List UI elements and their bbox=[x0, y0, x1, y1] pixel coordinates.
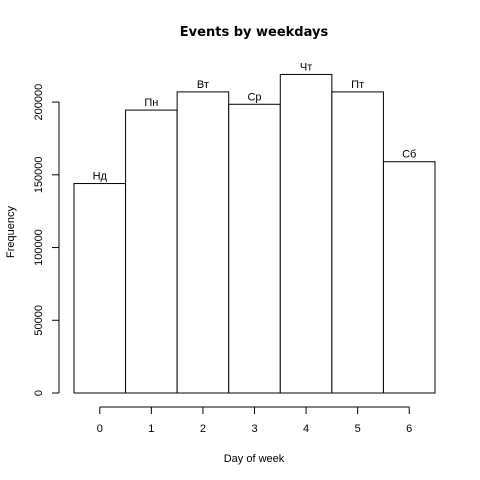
y-tick-label-100000: 100000 bbox=[33, 229, 45, 266]
chart-title: Events by weekdays bbox=[180, 25, 329, 40]
x-axis: 0 1 2 3 4 5 6 bbox=[97, 406, 412, 435]
bar-label-5: Пт bbox=[351, 79, 364, 91]
bar-label-6: Сб bbox=[402, 149, 416, 161]
x-tick-label-1: 1 bbox=[148, 423, 154, 435]
x-tick-label-5: 5 bbox=[355, 423, 361, 435]
x-axis-label: Day of week bbox=[224, 453, 285, 465]
bar-3 bbox=[228, 103, 281, 394]
bars-group bbox=[73, 73, 436, 394]
bar-label-4: Чт bbox=[300, 61, 312, 73]
bar-2 bbox=[176, 91, 230, 394]
bar-label-3: Ср bbox=[247, 91, 261, 103]
x-tick-label-0: 0 bbox=[97, 423, 103, 435]
x-tick-label-4: 4 bbox=[303, 423, 309, 435]
y-tick-label-50000: 50000 bbox=[33, 305, 45, 336]
bar-1 bbox=[125, 109, 178, 394]
bar-label-0: Нд bbox=[93, 171, 108, 183]
bar-label-2: Вт bbox=[197, 79, 209, 91]
x-tick-label-3: 3 bbox=[251, 423, 257, 435]
bar-labels-group: Нд Пн Вт Ср Чт Пт Сб bbox=[93, 61, 417, 182]
y-axis-label: Frequency bbox=[5, 206, 17, 258]
x-tick-label-2: 2 bbox=[200, 423, 206, 435]
bar-0 bbox=[73, 183, 127, 394]
y-axis: 0 50000 100000 150000 200000 bbox=[33, 84, 60, 396]
y-tick-label-0: 0 bbox=[33, 390, 45, 396]
y-tick-label-200000: 200000 bbox=[33, 84, 45, 121]
bar-4 bbox=[279, 73, 333, 394]
x-tick-label-6: 6 bbox=[406, 423, 412, 435]
y-tick-label-150000: 150000 bbox=[33, 156, 45, 193]
bar-label-1: Пн bbox=[144, 97, 158, 109]
bar-6 bbox=[382, 161, 436, 394]
bar-5 bbox=[331, 91, 384, 394]
